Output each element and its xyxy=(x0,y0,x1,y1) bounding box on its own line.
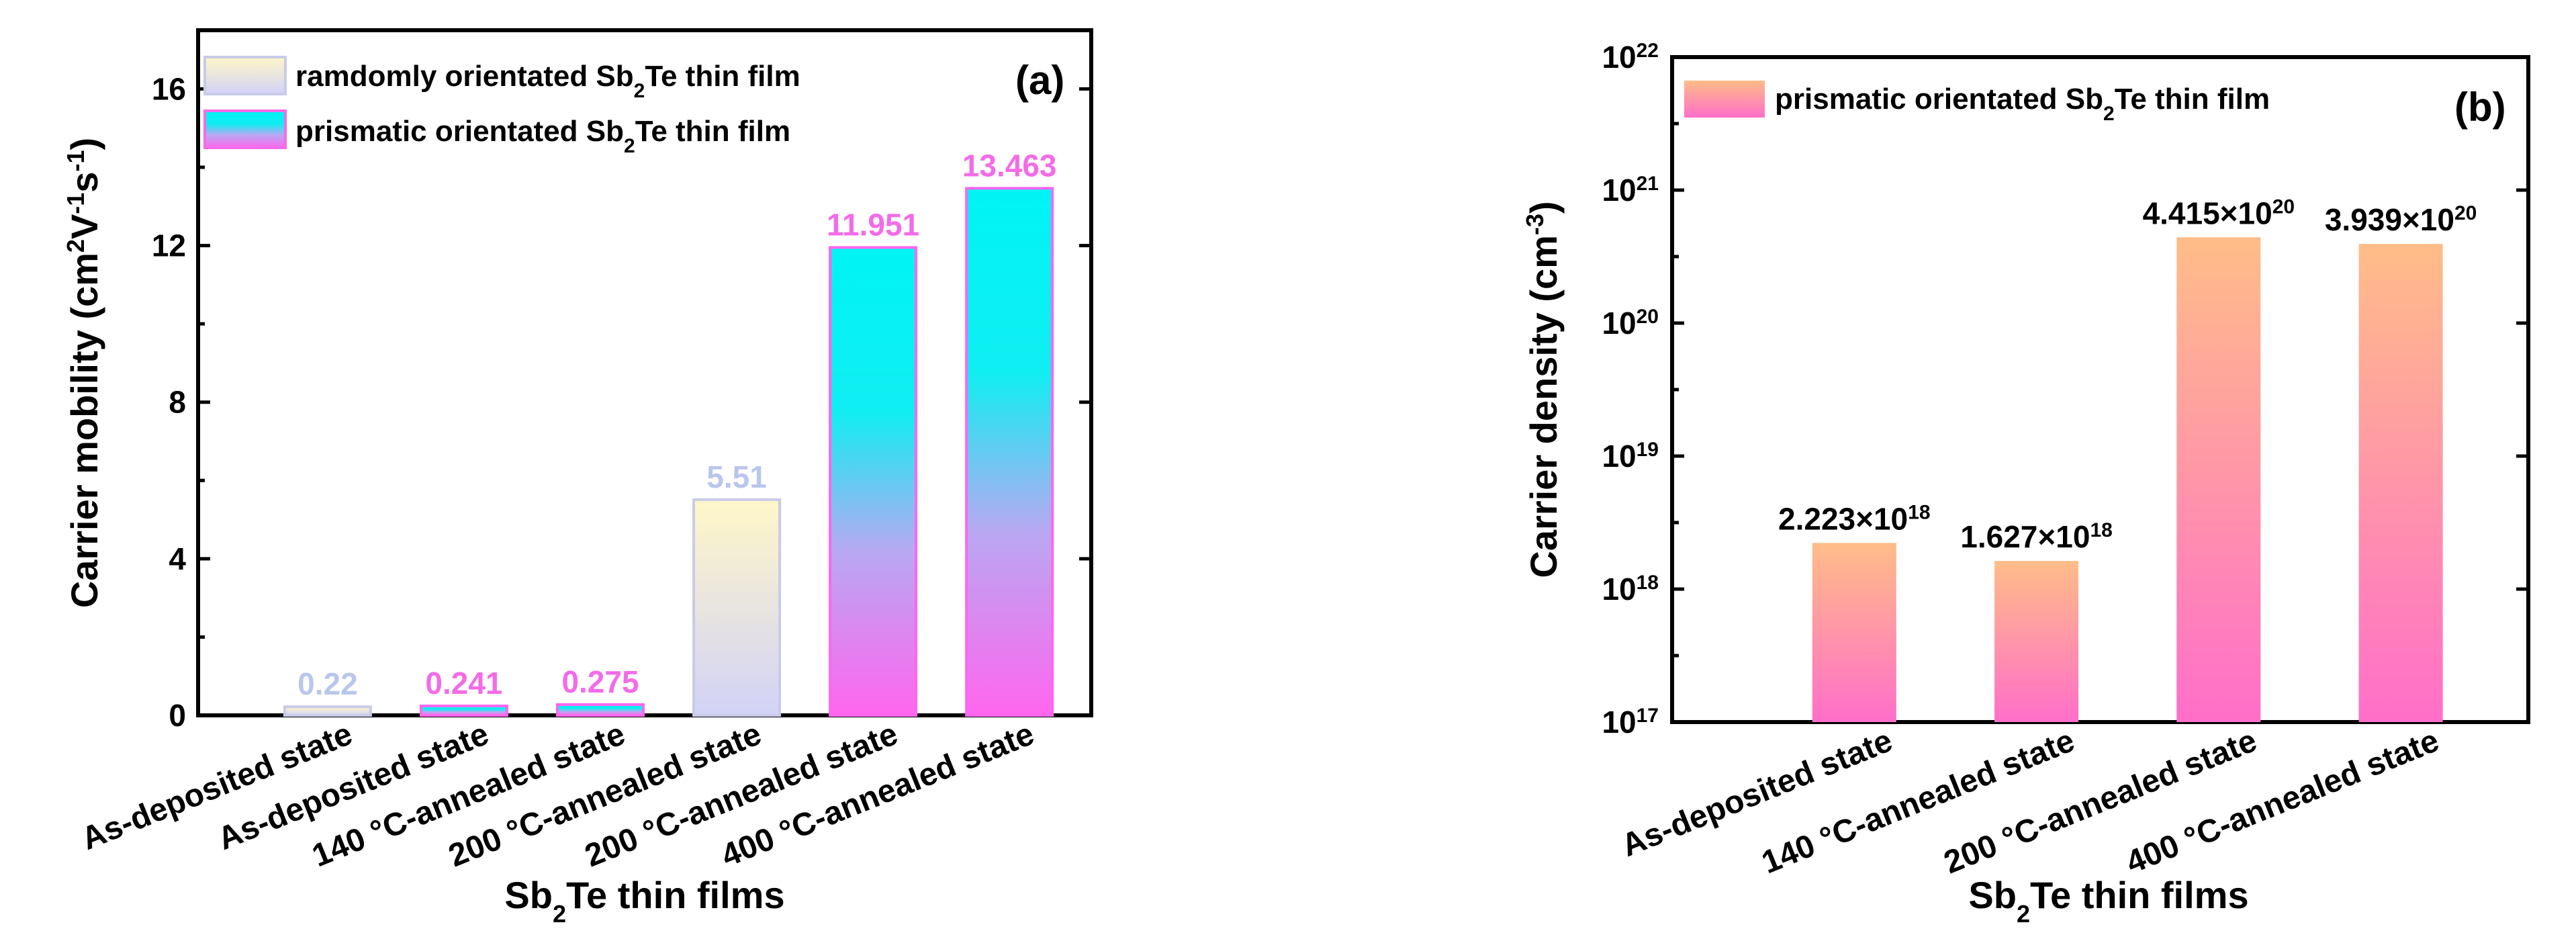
y-tick-label: 1021 xyxy=(1602,173,1659,208)
chart-b-y-ticks: 1017 1018 1019 1020 1021 1022 xyxy=(1602,40,2528,740)
bar xyxy=(2176,237,2261,722)
value-label: 13.463 xyxy=(962,148,1057,183)
bar xyxy=(1812,543,1896,722)
y-tick-label: 1018 xyxy=(1602,572,1659,607)
y-tick-label: 1019 xyxy=(1602,439,1659,474)
value-label: 1.627×1018 xyxy=(1960,519,2113,555)
chart-b-panel-label: (b) xyxy=(2454,85,2506,130)
value-label: 4.415×1020 xyxy=(2143,195,2295,231)
y-tick-label: 16 xyxy=(152,71,186,106)
chart-a-bars: 0.22 0.241 0.275 5.51 11.951 13.463 xyxy=(283,148,1057,717)
chart-b-y-axis-title: Carrier density (cm-3) xyxy=(1521,201,1565,578)
chart-a-legend: ramdomly orientated Sb2Te thin film pris… xyxy=(203,56,800,157)
y-tick-label: 12 xyxy=(152,228,186,263)
y-tick-label: 1017 xyxy=(1602,705,1659,740)
value-label: 0.22 xyxy=(297,666,358,701)
legend-label-b: prismatic orientated Sb2Te thin film xyxy=(1775,83,2270,125)
chart-a-x-axis-title: Sb2Te thin films xyxy=(504,874,784,928)
bar xyxy=(692,498,782,717)
value-label: 3.939×1020 xyxy=(2325,202,2477,238)
value-label: 11.951 xyxy=(827,207,919,242)
bar xyxy=(283,705,372,717)
legend-label-prismatic: prismatic orientated Sb2Te thin film xyxy=(295,115,790,157)
value-label: 5.51 xyxy=(706,459,767,494)
bar xyxy=(556,703,645,717)
legend-swatch-b xyxy=(1684,81,1765,118)
chart-b-bars: 2.223×1018 1.627×1018 4.415×1020 3.939×1020 xyxy=(1778,195,2477,722)
y-tick-label: 1020 xyxy=(1602,306,1659,341)
y-tick-label: 8 xyxy=(169,385,186,420)
legend-label-random: ramdomly orientated Sb2Te thin film xyxy=(295,60,800,102)
chart-b: 1017 1018 1019 1020 1021 1022 2.223×1018 1.627… xyxy=(1521,40,2530,928)
bar xyxy=(1994,561,2079,722)
value-label: 2.223×1018 xyxy=(1778,501,1931,537)
chart-a-y-axis-title: Carrier mobility (cm2V-1s-1) xyxy=(62,138,106,608)
chart-a-panel-label: (a) xyxy=(1015,58,1064,103)
category-label: 400 °C-annealed state xyxy=(2121,723,2444,881)
category-label: 140 °C-annealed state xyxy=(1757,723,2079,881)
chart-a: 0 4 8 12 16 0.22 0.241 0.275 5.51 11.951 13.463 A… xyxy=(62,28,1093,928)
value-label: 0.241 xyxy=(425,666,502,701)
y-tick-label: 0 xyxy=(169,698,186,733)
value-label: 0.275 xyxy=(561,664,639,699)
bar xyxy=(829,246,918,717)
chart-b-x-axis-title: Sb2Te thin films xyxy=(1968,874,2248,928)
legend-swatch-random xyxy=(203,56,287,95)
bar xyxy=(965,187,1054,717)
legend-swatch-prismatic xyxy=(203,109,287,149)
category-label: 200 °C-annealed state xyxy=(1939,723,2262,881)
y-tick-label: 1022 xyxy=(1602,40,1659,75)
bar xyxy=(2358,244,2443,722)
chart-b-legend: prismatic orientated Sb2Te thin film xyxy=(1684,81,2270,125)
bar xyxy=(419,704,508,717)
y-tick-label: 4 xyxy=(169,541,186,576)
chart-a-y-ticks: 0 4 8 12 16 xyxy=(152,71,1091,733)
